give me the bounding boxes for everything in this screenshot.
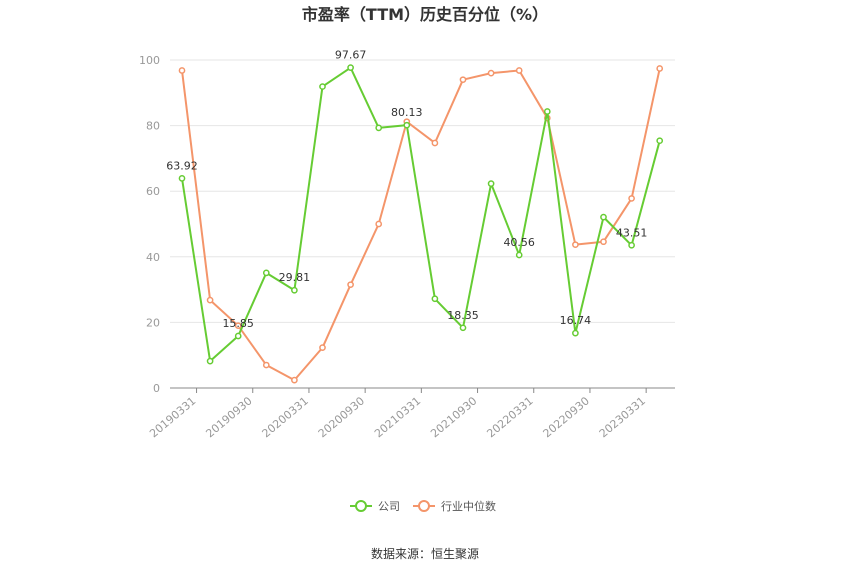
series-line	[181, 66, 661, 363]
y-tick-label: 80	[146, 120, 160, 133]
data-point[interactable]	[403, 121, 411, 129]
data-point[interactable]	[178, 67, 186, 74]
x-tick-label: 20200930	[316, 394, 367, 440]
data-point[interactable]	[487, 69, 495, 77]
legend-swatch-marker	[355, 500, 367, 512]
data-point[interactable]	[600, 213, 607, 221]
data-point[interactable]	[234, 322, 242, 330]
x-tick-label: 20220930	[541, 394, 592, 440]
data-point[interactable]	[375, 124, 383, 132]
data-point[interactable]	[319, 83, 326, 90]
data-point[interactable]	[262, 269, 270, 277]
x-tick-label: 20210331	[372, 394, 423, 440]
x-tick-label: 20220331	[484, 394, 535, 440]
chart-title: 市盈率（TTM）历史百分位（%）	[302, 5, 548, 24]
series-layer	[178, 64, 664, 384]
data-point[interactable]	[459, 76, 467, 84]
data-point[interactable]	[206, 296, 214, 304]
grid	[170, 59, 675, 323]
data-label: 29.81	[279, 271, 311, 284]
data-label: 80.13	[391, 106, 423, 119]
legend[interactable]: 公司 行业中位数	[350, 499, 496, 513]
x-tick-label: 20190930	[203, 394, 254, 440]
data-label: 63.92	[166, 159, 198, 172]
y-tick-label: 100	[139, 54, 160, 67]
data-point[interactable]	[543, 108, 551, 115]
y-tick-label: 0	[153, 382, 160, 395]
data-label: 40.56	[503, 236, 535, 249]
data-label: 16.74	[560, 314, 592, 327]
data-point[interactable]	[234, 332, 242, 340]
data-point[interactable]	[291, 286, 298, 294]
x-tick-label: 20190331	[147, 394, 198, 440]
series-line	[181, 68, 661, 382]
legend-swatch-marker	[418, 500, 430, 512]
legend-label: 行业中位数	[441, 499, 496, 513]
x-tick-label: 20210930	[428, 394, 479, 440]
data-point[interactable]	[347, 281, 354, 289]
data-point[interactable]	[628, 195, 635, 202]
x-tick-label: 20200331	[260, 394, 311, 440]
data-point[interactable]	[656, 65, 664, 72]
data-point[interactable]	[572, 329, 579, 337]
data-point[interactable]	[347, 64, 354, 71]
data-label: 15.85	[222, 317, 254, 330]
data-point[interactable]	[515, 67, 523, 74]
data-point[interactable]	[487, 180, 495, 188]
data-label: 43.51	[616, 226, 648, 239]
data-point[interactable]	[431, 295, 439, 303]
data-label: 18.35	[447, 309, 479, 322]
data-point[interactable]	[459, 324, 467, 332]
source-note: 数据来源：恒生聚源	[371, 546, 479, 561]
x-tick-label: 20230331	[597, 394, 648, 440]
y-tick-label: 20	[146, 316, 160, 329]
y-tick-label: 40	[146, 251, 160, 264]
legend-item[interactable]: 行业中位数	[413, 499, 496, 513]
data-point[interactable]	[656, 137, 664, 145]
legend-label: 公司	[378, 500, 400, 513]
data-point[interactable]	[206, 357, 214, 365]
data-point[interactable]	[291, 376, 298, 384]
data-point[interactable]	[628, 241, 635, 249]
data-point[interactable]	[515, 251, 523, 259]
data-label: 97.67	[335, 49, 367, 62]
data-point[interactable]	[431, 139, 439, 147]
y-tick-label: 60	[146, 185, 160, 198]
data-point[interactable]	[319, 344, 326, 352]
legend-item[interactable]: 公司	[350, 500, 400, 513]
data-point[interactable]	[178, 174, 186, 182]
data-point[interactable]	[262, 361, 270, 369]
data-point[interactable]	[375, 220, 383, 228]
data-point[interactable]	[572, 241, 579, 249]
data-labels: 63.92 15.85 29.81 97.67 80.13 18.35 40.56 16.74…	[166, 49, 647, 330]
data-point[interactable]	[600, 238, 607, 246]
